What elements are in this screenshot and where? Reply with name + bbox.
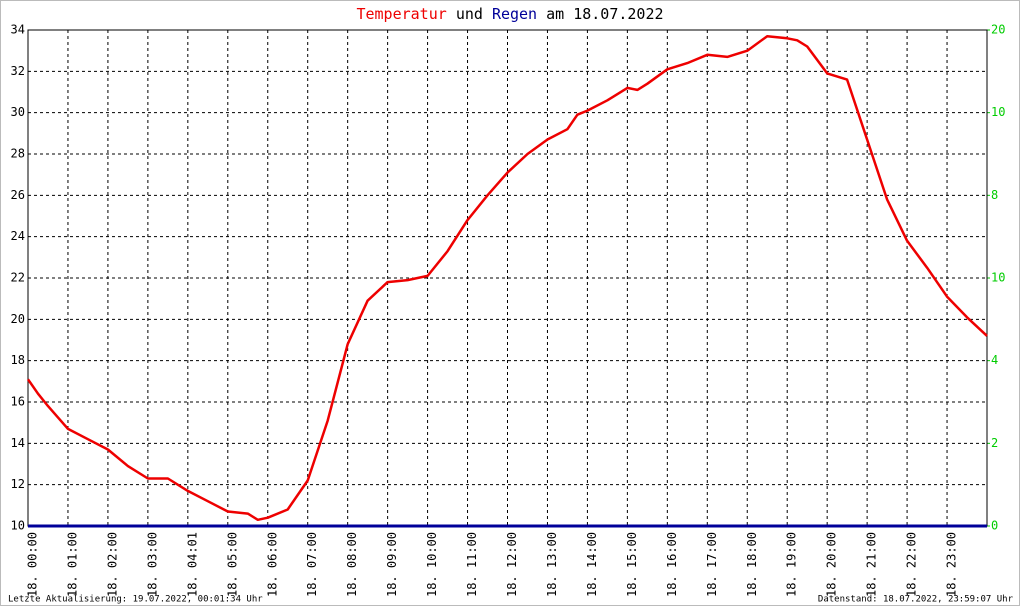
y2-tick-label: 2 (991, 436, 998, 450)
y-tick-label: 18 (11, 353, 25, 367)
y2-tick-label: 10 (991, 271, 1005, 285)
footer-right: Datenstand: 18.07.2022, 23:59:07 Uhr (818, 595, 1014, 605)
y-tick-label: 24 (11, 229, 25, 243)
x-tick-label: 18. 03:00 (145, 532, 159, 597)
y-tick-label: 26 (11, 188, 25, 202)
title-part: und (456, 5, 483, 23)
x-tick-label: 18. 08:00 (345, 532, 359, 597)
x-tick-label: 18. 12:00 (505, 532, 519, 597)
y2-tick-label: 4 (991, 353, 998, 367)
x-tick-label: 18. 22:00 (905, 532, 919, 597)
x-tick-label: 18. 06:00 (265, 532, 279, 597)
x-tick-label: 18. 00:00 (26, 532, 40, 597)
y-tick-label: 20 (11, 312, 25, 326)
x-tick-label: 18. 11:00 (465, 532, 479, 597)
x-tick-label: 18. 15:00 (625, 532, 639, 597)
x-tick-label: 18. 02:00 (105, 532, 119, 597)
y2-tick-label: 0 (991, 519, 998, 533)
x-tick-label: 18. 23:00 (945, 532, 959, 597)
y-tick-label: 30 (11, 105, 25, 119)
y-tick-label: 16 (11, 395, 25, 409)
y2-tick-label: 20 (991, 23, 1005, 37)
y-tick-label: 28 (11, 147, 25, 161)
x-tick-label: 18. 19:00 (785, 532, 799, 597)
y-tick-label: 12 (11, 477, 25, 491)
y2-tick-label: 8 (991, 188, 998, 202)
x-tick-label: 18. 17:00 (705, 532, 719, 597)
x-tick-label: 18. 18:00 (745, 532, 759, 597)
series-line (26, 34, 988, 522)
y-tick-label: 14 (11, 436, 25, 450)
x-tick-label: 18. 20:00 (825, 532, 839, 597)
title-part: am 18.07.2022 (546, 5, 663, 23)
y2-tick-label: 10 (991, 105, 1005, 119)
y-tick-label: 10 (11, 519, 25, 533)
y-tick-label: 34 (11, 23, 25, 37)
title-part: Regen (492, 5, 537, 23)
x-tick-label: 18. 04:01 (185, 532, 199, 597)
x-tick-label: 18. 01:00 (65, 532, 79, 597)
x-tick-label: 18. 21:00 (865, 532, 879, 597)
y-tick-label: 22 (11, 271, 25, 285)
footer-left: Letzte Aktualisierung: 19.07.2022, 00:01… (8, 595, 263, 605)
x-tick-label: 18. 07:00 (305, 532, 319, 597)
x-tick-label: 18. 13:00 (545, 532, 559, 597)
x-tick-label: 18. 09:00 (385, 532, 399, 597)
x-tick-label: 18. 16:00 (665, 532, 679, 597)
title-part: Temperatur (356, 5, 446, 23)
x-tick-label: 18. 10:00 (425, 532, 439, 597)
chart-title: Temperatur und Regen am 18.07.2022 (356, 5, 663, 23)
x-tick-label: 18. 05:00 (225, 532, 239, 597)
y-tick-label: 32 (11, 64, 25, 78)
x-tick-label: 18. 14:00 (585, 532, 599, 597)
